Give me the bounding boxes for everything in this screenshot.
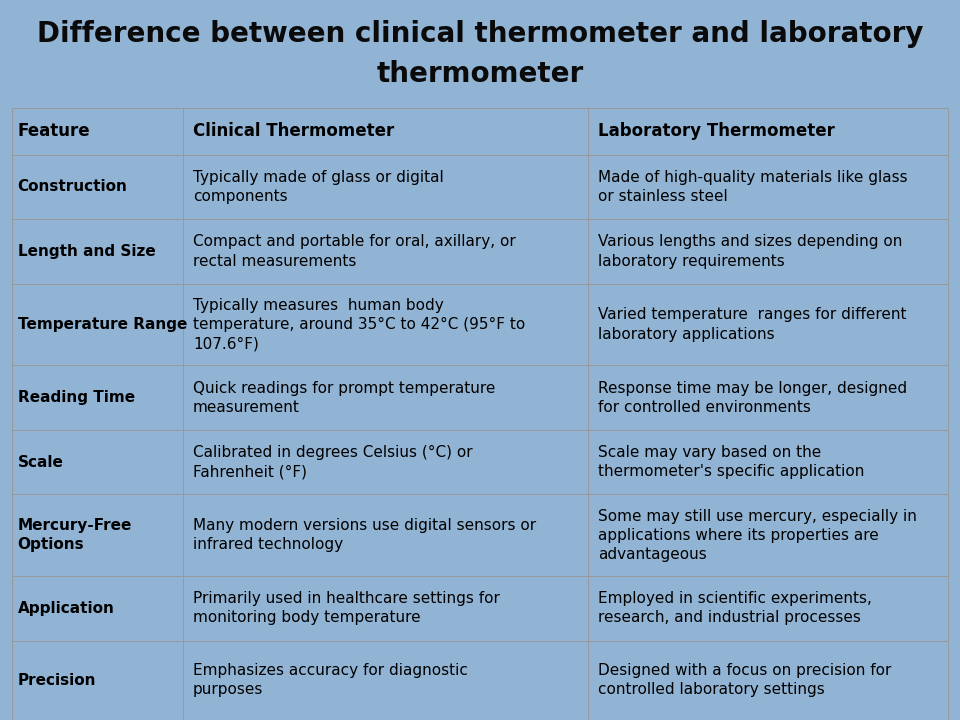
Text: Typically measures  human body
temperature, around 35°C to 42°C (95°F to
107.6°F: Typically measures human body temperatur… [193, 298, 525, 351]
Text: Typically made of glass or digital
components: Typically made of glass or digital compo… [193, 170, 444, 204]
Text: Mercury-Free
Options: Mercury-Free Options [17, 518, 132, 552]
Text: Precision: Precision [17, 672, 96, 688]
Text: Difference between clinical thermometer and laboratory
thermometer: Difference between clinical thermometer … [36, 20, 924, 88]
Text: Response time may be longer, designed
for controlled environments: Response time may be longer, designed fo… [598, 380, 907, 415]
Text: Varied temperature  ranges for different
laboratory applications: Varied temperature ranges for different … [598, 307, 906, 342]
Text: Construction: Construction [17, 179, 128, 194]
Text: Quick readings for prompt temperature
measurement: Quick readings for prompt temperature me… [193, 380, 495, 415]
Text: Reading Time: Reading Time [17, 390, 134, 405]
Text: Scale: Scale [17, 455, 63, 469]
Text: Calibrated in degrees Celsius (°C) or
Fahrenheit (°F): Calibrated in degrees Celsius (°C) or Fa… [193, 445, 472, 480]
Text: Temperature Range: Temperature Range [17, 317, 187, 332]
Text: Primarily used in healthcare settings for
monitoring body temperature: Primarily used in healthcare settings fo… [193, 591, 500, 626]
Text: Compact and portable for oral, axillary, or
rectal measurements: Compact and portable for oral, axillary,… [193, 235, 516, 269]
Text: Many modern versions use digital sensors or
infrared technology: Many modern versions use digital sensors… [193, 518, 536, 552]
Text: Length and Size: Length and Size [17, 244, 156, 259]
Text: Scale may vary based on the
thermometer's specific application: Scale may vary based on the thermometer'… [598, 445, 864, 480]
Text: Emphasizes accuracy for diagnostic
purposes: Emphasizes accuracy for diagnostic purpo… [193, 663, 468, 698]
Text: Application: Application [17, 600, 114, 616]
Text: Laboratory Thermometer: Laboratory Thermometer [598, 122, 835, 140]
Text: Various lengths and sizes depending on
laboratory requirements: Various lengths and sizes depending on l… [598, 235, 902, 269]
Text: Some may still use mercury, especially in
applications where its properties are
: Some may still use mercury, especially i… [598, 508, 917, 562]
Text: Made of high-quality materials like glass
or stainless steel: Made of high-quality materials like glas… [598, 170, 908, 204]
Text: Clinical Thermometer: Clinical Thermometer [193, 122, 395, 140]
Text: Feature: Feature [17, 122, 90, 140]
Text: Employed in scientific experiments,
research, and industrial processes: Employed in scientific experiments, rese… [598, 591, 872, 626]
Text: Designed with a focus on precision for
controlled laboratory settings: Designed with a focus on precision for c… [598, 663, 892, 698]
